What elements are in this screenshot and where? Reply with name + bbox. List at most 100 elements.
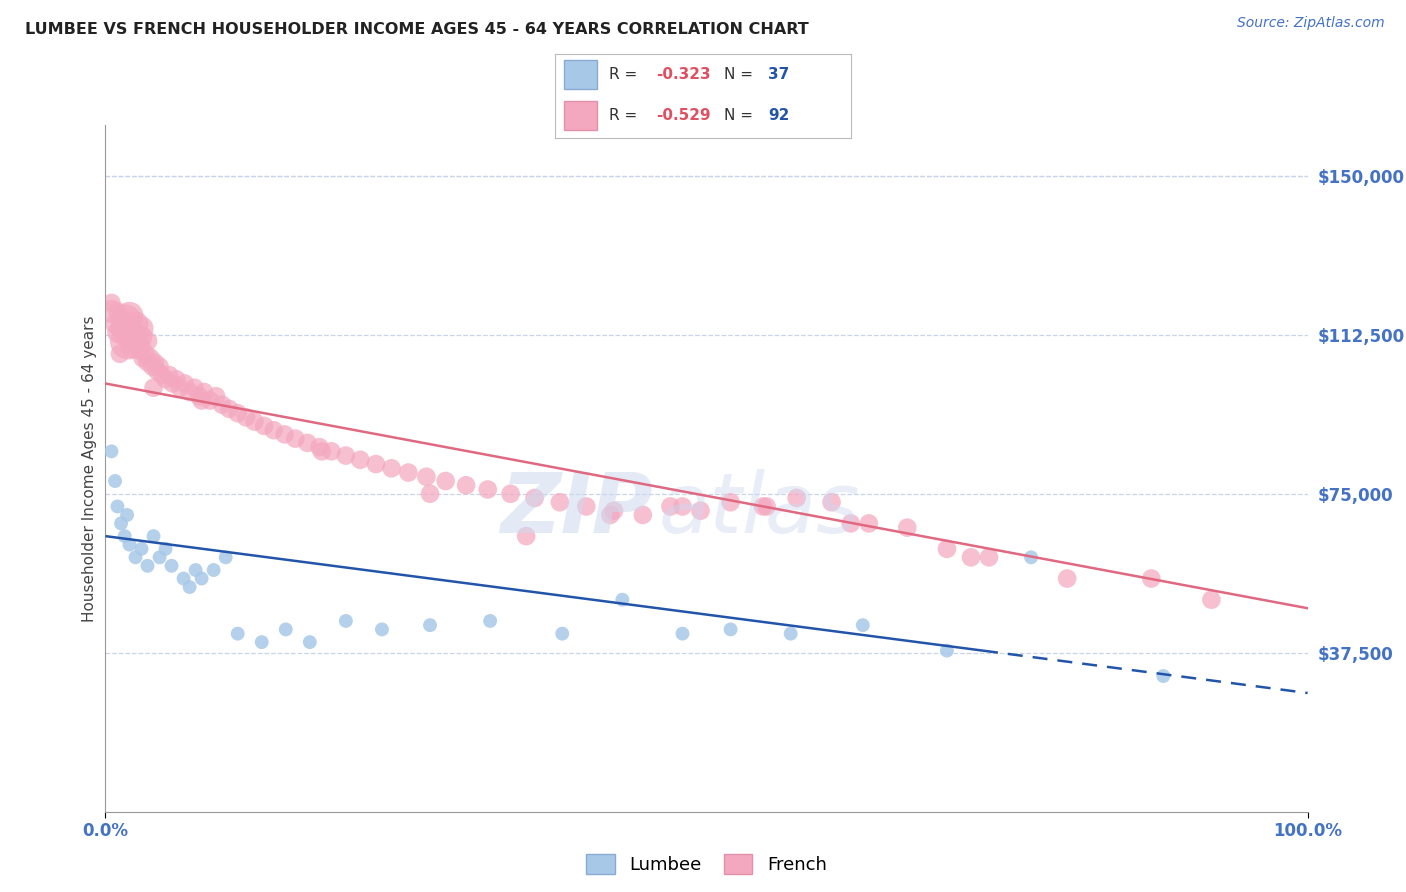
Point xyxy=(148,359,170,374)
Point xyxy=(112,313,135,327)
Point xyxy=(104,317,127,331)
Text: R =: R = xyxy=(609,67,641,82)
Point xyxy=(108,321,131,335)
Point xyxy=(454,478,477,492)
Point xyxy=(131,321,153,335)
Point xyxy=(173,376,195,391)
Text: LUMBEE VS FRENCH HOUSEHOLDER INCOME AGES 45 - 64 YEARS CORRELATION CHART: LUMBEE VS FRENCH HOUSEHOLDER INCOME AGES… xyxy=(25,22,808,37)
Point xyxy=(100,296,122,310)
Point xyxy=(786,491,808,505)
Point xyxy=(308,440,330,454)
Point xyxy=(107,326,129,340)
Point xyxy=(148,550,170,565)
Point xyxy=(131,541,153,556)
Point xyxy=(858,516,880,531)
Point xyxy=(896,521,918,535)
Point xyxy=(515,529,537,543)
Text: R =: R = xyxy=(609,108,641,123)
Point xyxy=(107,500,129,514)
Point xyxy=(218,401,240,416)
Point xyxy=(136,334,159,348)
Point xyxy=(129,338,152,352)
Point xyxy=(936,541,959,556)
Point xyxy=(142,381,165,395)
Text: N =: N = xyxy=(724,67,758,82)
Point xyxy=(419,487,441,501)
Point xyxy=(349,452,371,467)
Point xyxy=(311,444,333,458)
Point xyxy=(548,495,571,509)
Point xyxy=(118,538,141,552)
Point xyxy=(603,504,626,518)
Point xyxy=(115,508,138,522)
Point xyxy=(1201,592,1223,607)
Point xyxy=(419,618,441,632)
Point xyxy=(169,381,191,395)
Point xyxy=(100,304,122,318)
Point xyxy=(131,330,153,344)
Point xyxy=(115,313,138,327)
Point xyxy=(250,635,273,649)
Point xyxy=(155,541,177,556)
Point xyxy=(335,614,357,628)
Point xyxy=(274,623,297,637)
Point xyxy=(479,614,502,628)
Point xyxy=(335,449,357,463)
Point xyxy=(477,483,499,497)
Point xyxy=(214,550,236,565)
Point xyxy=(297,435,319,450)
Point xyxy=(117,334,139,348)
Point xyxy=(779,626,801,640)
Point xyxy=(298,635,321,649)
Point xyxy=(143,355,166,369)
Point xyxy=(599,508,621,522)
Point xyxy=(1152,669,1174,683)
Point xyxy=(689,504,711,518)
Point xyxy=(173,572,195,586)
Point xyxy=(1140,572,1163,586)
Point xyxy=(193,384,215,399)
Point xyxy=(179,384,201,399)
Point xyxy=(253,418,276,433)
Point xyxy=(124,334,146,348)
Point xyxy=(523,491,546,505)
Point xyxy=(263,423,285,437)
Point xyxy=(190,572,212,586)
Point xyxy=(284,432,307,446)
Bar xyxy=(564,61,596,89)
Point xyxy=(936,643,959,657)
Point xyxy=(820,495,842,509)
Point xyxy=(852,618,875,632)
Point xyxy=(198,393,221,408)
Text: ZIP: ZIP xyxy=(499,469,652,550)
Text: Source: ZipAtlas.com: Source: ZipAtlas.com xyxy=(1237,16,1385,30)
Point xyxy=(136,558,159,573)
Point xyxy=(235,410,257,425)
Point xyxy=(124,317,146,331)
Point xyxy=(112,330,135,344)
Bar xyxy=(564,101,596,130)
Point xyxy=(752,500,775,514)
Point xyxy=(977,550,1000,565)
Text: atlas: atlas xyxy=(658,469,860,550)
Point xyxy=(157,368,180,382)
Point xyxy=(179,580,201,594)
Point xyxy=(104,474,127,488)
Point xyxy=(142,529,165,543)
Point xyxy=(1019,550,1042,565)
Point xyxy=(160,558,183,573)
Y-axis label: Householder Income Ages 45 - 64 years: Householder Income Ages 45 - 64 years xyxy=(82,315,97,622)
Point xyxy=(190,393,212,408)
Point xyxy=(659,500,682,514)
Point xyxy=(273,427,295,442)
Point xyxy=(371,623,394,637)
Point xyxy=(136,355,159,369)
Legend: Lumbee, French: Lumbee, French xyxy=(579,847,834,881)
Text: -0.529: -0.529 xyxy=(655,108,710,123)
Point xyxy=(575,500,598,514)
Point xyxy=(671,500,693,514)
Point xyxy=(202,563,225,577)
Point xyxy=(226,406,249,420)
Point xyxy=(120,326,142,340)
Point xyxy=(155,372,177,386)
